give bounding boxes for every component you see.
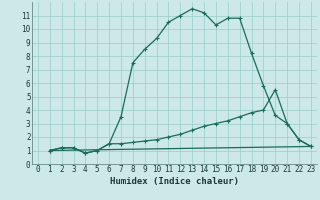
X-axis label: Humidex (Indice chaleur): Humidex (Indice chaleur) xyxy=(110,177,239,186)
